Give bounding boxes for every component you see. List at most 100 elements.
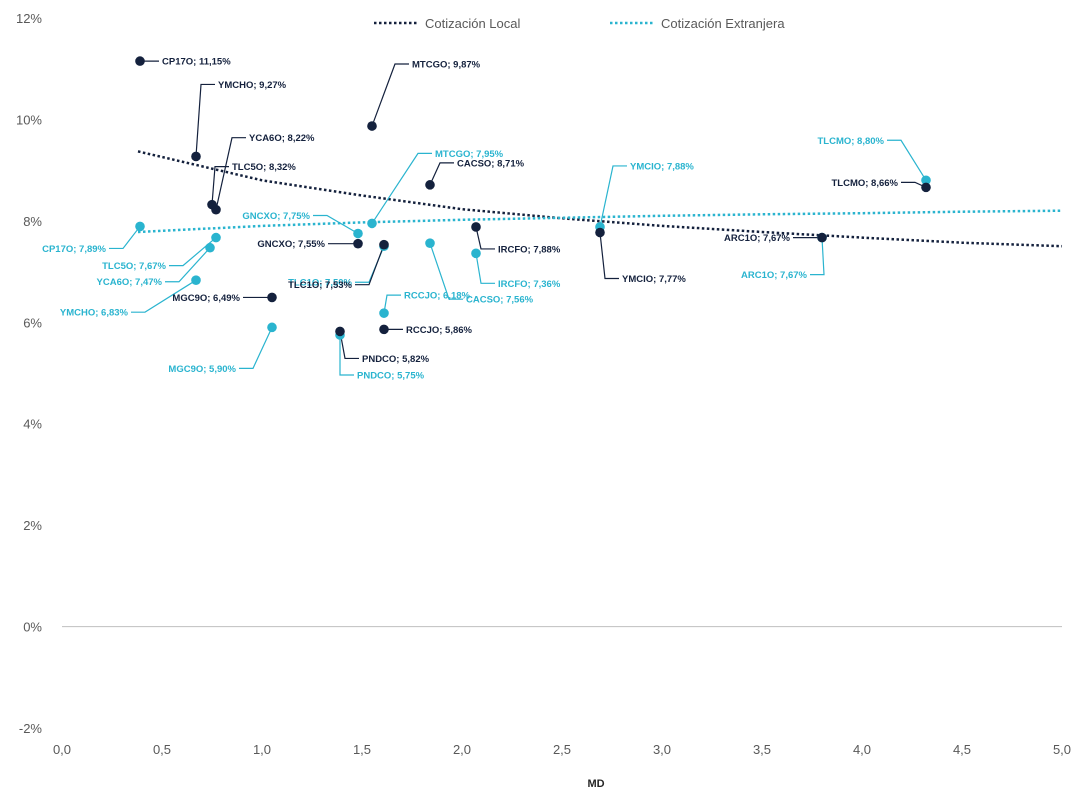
leader-line-foreign [165, 247, 211, 283]
legend-label-local: Cotización Local [425, 16, 520, 31]
data-point-local [425, 180, 435, 190]
x-tick-label: 0,0 [53, 742, 71, 757]
data-point-local [135, 56, 145, 66]
y-tick-label: 6% [23, 315, 42, 330]
data-point-foreign [921, 175, 931, 186]
legend-item-local: Cotización Local [374, 16, 520, 31]
data-label-foreign: MGC9O; 5,90% [168, 364, 236, 375]
data-point-local [191, 151, 201, 162]
y-tick-label: -2% [19, 721, 43, 736]
data-label-local: TLC5O; 8,32% [232, 162, 296, 173]
leader-line-foreign [429, 242, 463, 300]
data-label-local: PNDCO; 5,82% [362, 354, 430, 365]
data-label-foreign: RCCJO; 6,18% [404, 291, 471, 302]
x-tick-label: 5,0 [1053, 742, 1071, 757]
data-label-foreign: TLC5O; 7,67% [102, 261, 166, 272]
data-label-foreign: YMCHO; 6,83% [60, 308, 129, 319]
data-point-local [367, 121, 377, 131]
leader-line-local [371, 63, 409, 127]
data-point-foreign [267, 322, 277, 333]
legend: Cotización Local Cotización Extranjera [374, 16, 785, 31]
trend-line-local [137, 150, 1063, 248]
y-tick-label: 10% [16, 112, 42, 127]
leader-line-local [355, 244, 385, 286]
x-tick-label: 2,0 [453, 742, 471, 757]
x-tick-label: 2,5 [553, 742, 571, 757]
x-tick-label: 4,0 [853, 742, 871, 757]
leader-line-local [429, 162, 454, 186]
leader-line-foreign [109, 226, 141, 250]
data-point-foreign [135, 221, 145, 232]
leader-line-foreign [355, 245, 385, 283]
leader-line-local [599, 232, 619, 280]
data-label-local: YCA6O; 8,22% [249, 133, 315, 144]
leader-line-local [215, 137, 246, 210]
y-tick-label: 8% [23, 214, 42, 229]
data-point-local [353, 238, 363, 249]
data-point-foreign [471, 248, 481, 259]
data-point-foreign [353, 228, 363, 239]
x-tick-label: 3,0 [653, 742, 671, 757]
leader-line-foreign [599, 165, 627, 228]
data-label-local: CACSO; 8,71% [457, 158, 525, 169]
data-label-local: MTCGO; 9,87% [412, 60, 481, 71]
leader-line-foreign [371, 152, 432, 224]
data-point-foreign [379, 308, 389, 318]
data-label-local: TLC1O; 7,53% [288, 280, 352, 291]
data-point-local [921, 182, 931, 193]
data-point-local [207, 199, 217, 210]
data-label-local: TLCMO; 8,66% [831, 178, 898, 189]
leader-line-foreign [383, 294, 401, 314]
data-point-local [379, 324, 389, 335]
y-tick-label: 0% [23, 620, 42, 635]
leader-line-foreign [887, 139, 927, 181]
leader-line-local [339, 331, 359, 360]
data-point-local [471, 222, 481, 232]
data-label-foreign: YCA6O; 7,47% [97, 277, 163, 288]
data-point-foreign [367, 218, 377, 229]
data-points [135, 56, 931, 340]
data-labels: CP17O; 7,89% MTCGO; 7,95% TLC5O; 7,67% YCA6… [42, 57, 927, 381]
y-tick-label: 12% [16, 11, 42, 26]
data-label-foreign: CP17O; 7,89% [42, 244, 106, 255]
data-point-local [595, 227, 605, 238]
x-tick-label: 1,0 [253, 742, 271, 757]
data-label-local: CP17O; 11,15% [162, 57, 231, 68]
data-label-foreign: CACSO; 7,56% [466, 295, 534, 306]
data-label-foreign: ARC1O; 7,67% [741, 270, 808, 281]
axes: -2% 0% 2% 4% 6% 8% 10% 12% 0,0 0,5 1,0 1,5 2,0 2,5 3,0… [16, 11, 1071, 757]
data-point-local [817, 232, 827, 243]
legend-item-foreign: Cotización Extranjera [610, 16, 785, 31]
leader-line-foreign [131, 279, 197, 313]
leader-line-local [475, 226, 495, 250]
data-label-foreign: PNDCO; 5,75% [357, 370, 425, 381]
leader-line-foreign [339, 334, 354, 376]
data-label-foreign: IRCFO; 7,36% [498, 279, 561, 290]
y-tick-label: 4% [23, 417, 42, 432]
data-point-foreign [191, 275, 201, 285]
data-point-local [335, 326, 345, 337]
leader-line-foreign [475, 253, 495, 284]
data-point-foreign [205, 242, 215, 253]
data-point-foreign [211, 232, 221, 243]
data-point-local [267, 292, 277, 303]
x-tick-label: 3,5 [753, 742, 771, 757]
data-label-local: MGC9O; 6,49% [172, 293, 240, 304]
data-point-foreign [425, 238, 435, 248]
data-label-foreign: TLCMO; 8,80% [817, 136, 884, 147]
leader-line-foreign [810, 237, 825, 276]
leader-line-local [195, 83, 215, 157]
data-label-local: IRCFO; 7,88% [498, 244, 561, 255]
leader-line-local [211, 166, 229, 205]
data-label-local: GNCXO; 7,55% [257, 239, 325, 250]
x-tick-label: 0,5 [153, 742, 171, 757]
data-label-foreign: GNCXO; 7,75% [242, 211, 310, 222]
data-label-local: RCCJO; 5,86% [406, 325, 473, 336]
trend-lines [137, 150, 1063, 248]
data-label-foreign: TLC1O; 7,50% [288, 278, 352, 289]
data-point-local [379, 239, 389, 250]
x-axis-title: MD [587, 778, 604, 789]
legend-label-foreign: Cotización Extranjera [661, 16, 785, 31]
